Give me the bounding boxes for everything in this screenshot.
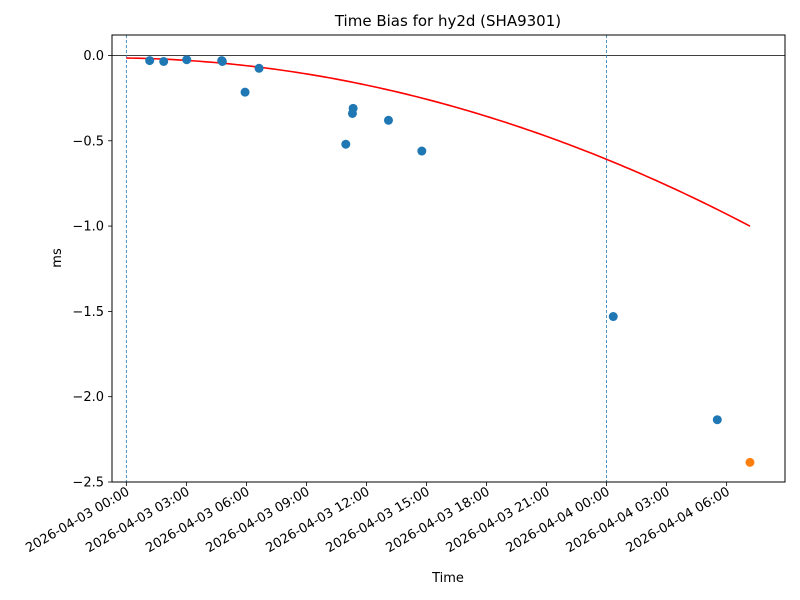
data-point xyxy=(341,139,351,149)
y-tick-label: −1.0 xyxy=(72,220,104,235)
y-tick-label: −1.5 xyxy=(72,305,104,320)
fit-curve-line xyxy=(126,57,751,227)
data-point xyxy=(745,457,755,467)
y-tick-label: −2.5 xyxy=(72,476,104,491)
data-point xyxy=(417,146,427,156)
data-point xyxy=(712,415,722,425)
data-point xyxy=(217,56,227,66)
y-axis-ticks: 0.0 −0.5 −1.0 −1.5 −2.0 −2.5 xyxy=(72,49,112,491)
data-point xyxy=(182,55,192,65)
y-tick-label: 0.0 xyxy=(83,49,104,64)
y-axis-title: ms xyxy=(50,248,65,268)
data-point xyxy=(383,115,393,125)
chart-title: Time Bias for hy2d (SHA9301) xyxy=(334,12,561,30)
data-point xyxy=(240,87,250,97)
data-points-layer xyxy=(145,55,755,467)
reference-lines xyxy=(112,35,785,482)
data-point xyxy=(348,103,358,113)
y-tick-label: −2.0 xyxy=(72,390,104,405)
plot-frame xyxy=(111,34,786,483)
fit-curve-layer xyxy=(126,57,751,227)
data-point xyxy=(608,312,618,322)
plot-area xyxy=(112,35,785,482)
data-point xyxy=(254,63,264,73)
x-axis-title: Time xyxy=(431,571,464,586)
data-point xyxy=(159,56,169,66)
y-tick-label: −0.5 xyxy=(72,134,104,149)
data-point xyxy=(145,56,155,66)
